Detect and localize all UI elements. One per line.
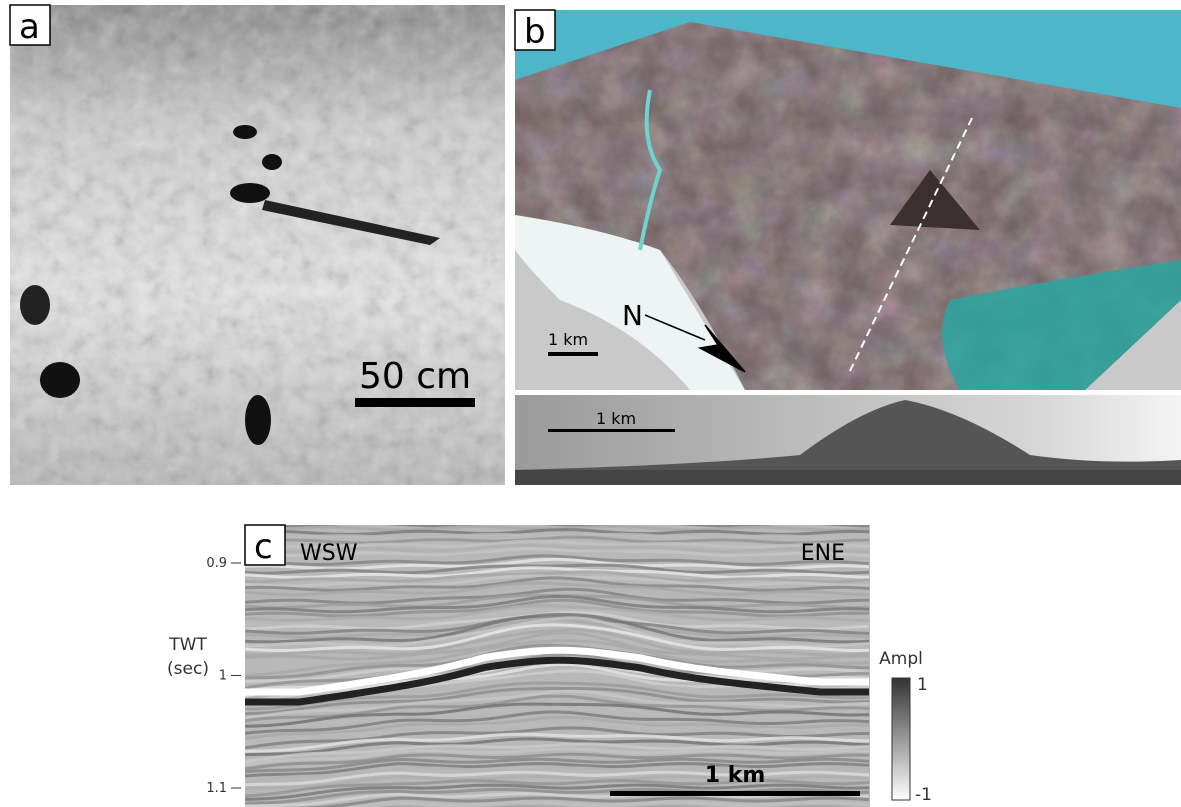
reflector [245,779,870,798]
scale-label: 50 cm [359,356,471,397]
reflector [245,576,870,592]
scale-bar [548,429,675,432]
reflector [245,613,870,644]
reflector [245,722,870,746]
reflector [245,681,870,711]
reflector [245,643,870,680]
axis-unit: (sec) [167,659,209,679]
reflector [245,547,870,558]
scale-bar [355,398,475,407]
y-tick-label: 1 [219,669,227,684]
reflector [245,539,870,549]
reflector [245,628,870,657]
reflector [245,604,870,622]
reflector [245,774,870,791]
scale-label: 1 km [705,763,766,788]
reflector [245,726,869,750]
reflector [245,646,869,696]
reflector [344,800,870,807]
reflector [245,787,870,805]
panel-label: a [19,7,40,47]
axis-label: TWT [168,635,207,655]
panel-label: c [254,527,273,567]
y-tick-label: 1.1 [206,781,227,796]
reflector [245,737,870,757]
colorbar-label: Ampl [879,649,923,669]
scale-bar [610,791,860,796]
reflector [245,687,870,716]
reflector [245,631,870,661]
reflector [245,715,870,740]
colorbar [891,677,911,801]
reflector [245,732,869,753]
reflector [245,752,870,771]
reflector [245,610,870,631]
reflector [245,689,870,720]
direction-label: ENE [801,541,845,566]
reflector [245,616,870,648]
reflector [245,747,870,766]
reflector [245,594,870,614]
scale-label: 1 km [596,409,636,428]
reflector [245,770,870,787]
reflector [245,762,870,778]
reflector [245,598,870,618]
direction-label: WSW [300,541,358,566]
reflector [245,766,870,784]
reflector [245,707,870,733]
panel-c: c WSW ENE 1 km TWT (sec) Ampl 1 -1 0.9 1 1… [167,519,932,807]
reflector [245,587,870,605]
reflector [245,783,870,801]
reflector [245,656,869,706]
scale-label: 1 km [548,330,588,349]
y-tick-label: 0.9 [206,556,227,571]
reflector [245,581,870,597]
scale-bar [548,352,598,356]
reflector [245,554,870,567]
reflector [245,757,870,774]
panel-b: b N 1 km 1 km [514,9,1181,485]
panel-a: a 50 cm [9,4,505,485]
reflector [280,796,870,807]
reflector [245,543,870,554]
reflector [245,702,870,728]
reflector [245,570,870,584]
reflector [245,742,870,763]
colorbar-max: 1 [917,675,928,695]
reflector [245,535,870,545]
reflector [245,609,870,627]
reflector [245,623,870,652]
reflector [245,519,869,522]
reflector [245,639,870,677]
reflector [245,563,870,575]
colorbar-min: -1 [915,785,932,805]
panel-label: b [524,12,546,52]
reflector [245,566,870,579]
reflector [245,586,870,601]
north-label: N [622,299,643,332]
reflector [245,710,870,735]
